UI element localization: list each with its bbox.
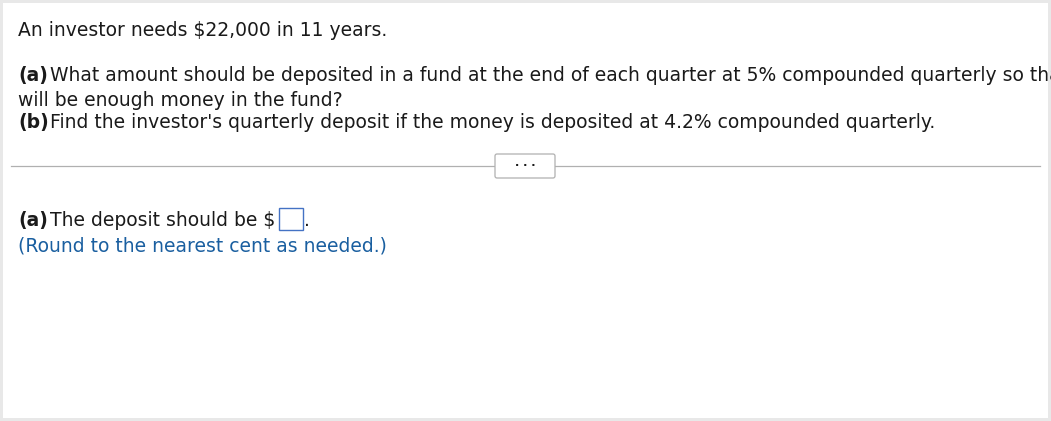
Text: What amount should be deposited in a fund at the end of each quarter at 5% compo: What amount should be deposited in a fun… bbox=[44, 66, 1051, 85]
Text: (a): (a) bbox=[18, 66, 48, 85]
Text: Find the investor's quarterly deposit if the money is deposited at 4.2% compound: Find the investor's quarterly deposit if… bbox=[44, 113, 935, 132]
Text: The deposit should be $: The deposit should be $ bbox=[44, 211, 275, 230]
FancyBboxPatch shape bbox=[3, 3, 1048, 418]
Text: (b): (b) bbox=[18, 113, 48, 132]
FancyBboxPatch shape bbox=[279, 208, 303, 230]
FancyBboxPatch shape bbox=[495, 154, 555, 178]
Text: · · ·: · · · bbox=[515, 161, 535, 171]
Text: An investor needs $22,000 in 11 years.: An investor needs $22,000 in 11 years. bbox=[18, 21, 387, 40]
Text: (Round to the nearest cent as needed.): (Round to the nearest cent as needed.) bbox=[18, 236, 387, 255]
Text: will be enough money in the fund?: will be enough money in the fund? bbox=[18, 91, 343, 110]
Text: .: . bbox=[304, 211, 310, 230]
Text: (a): (a) bbox=[18, 211, 48, 230]
